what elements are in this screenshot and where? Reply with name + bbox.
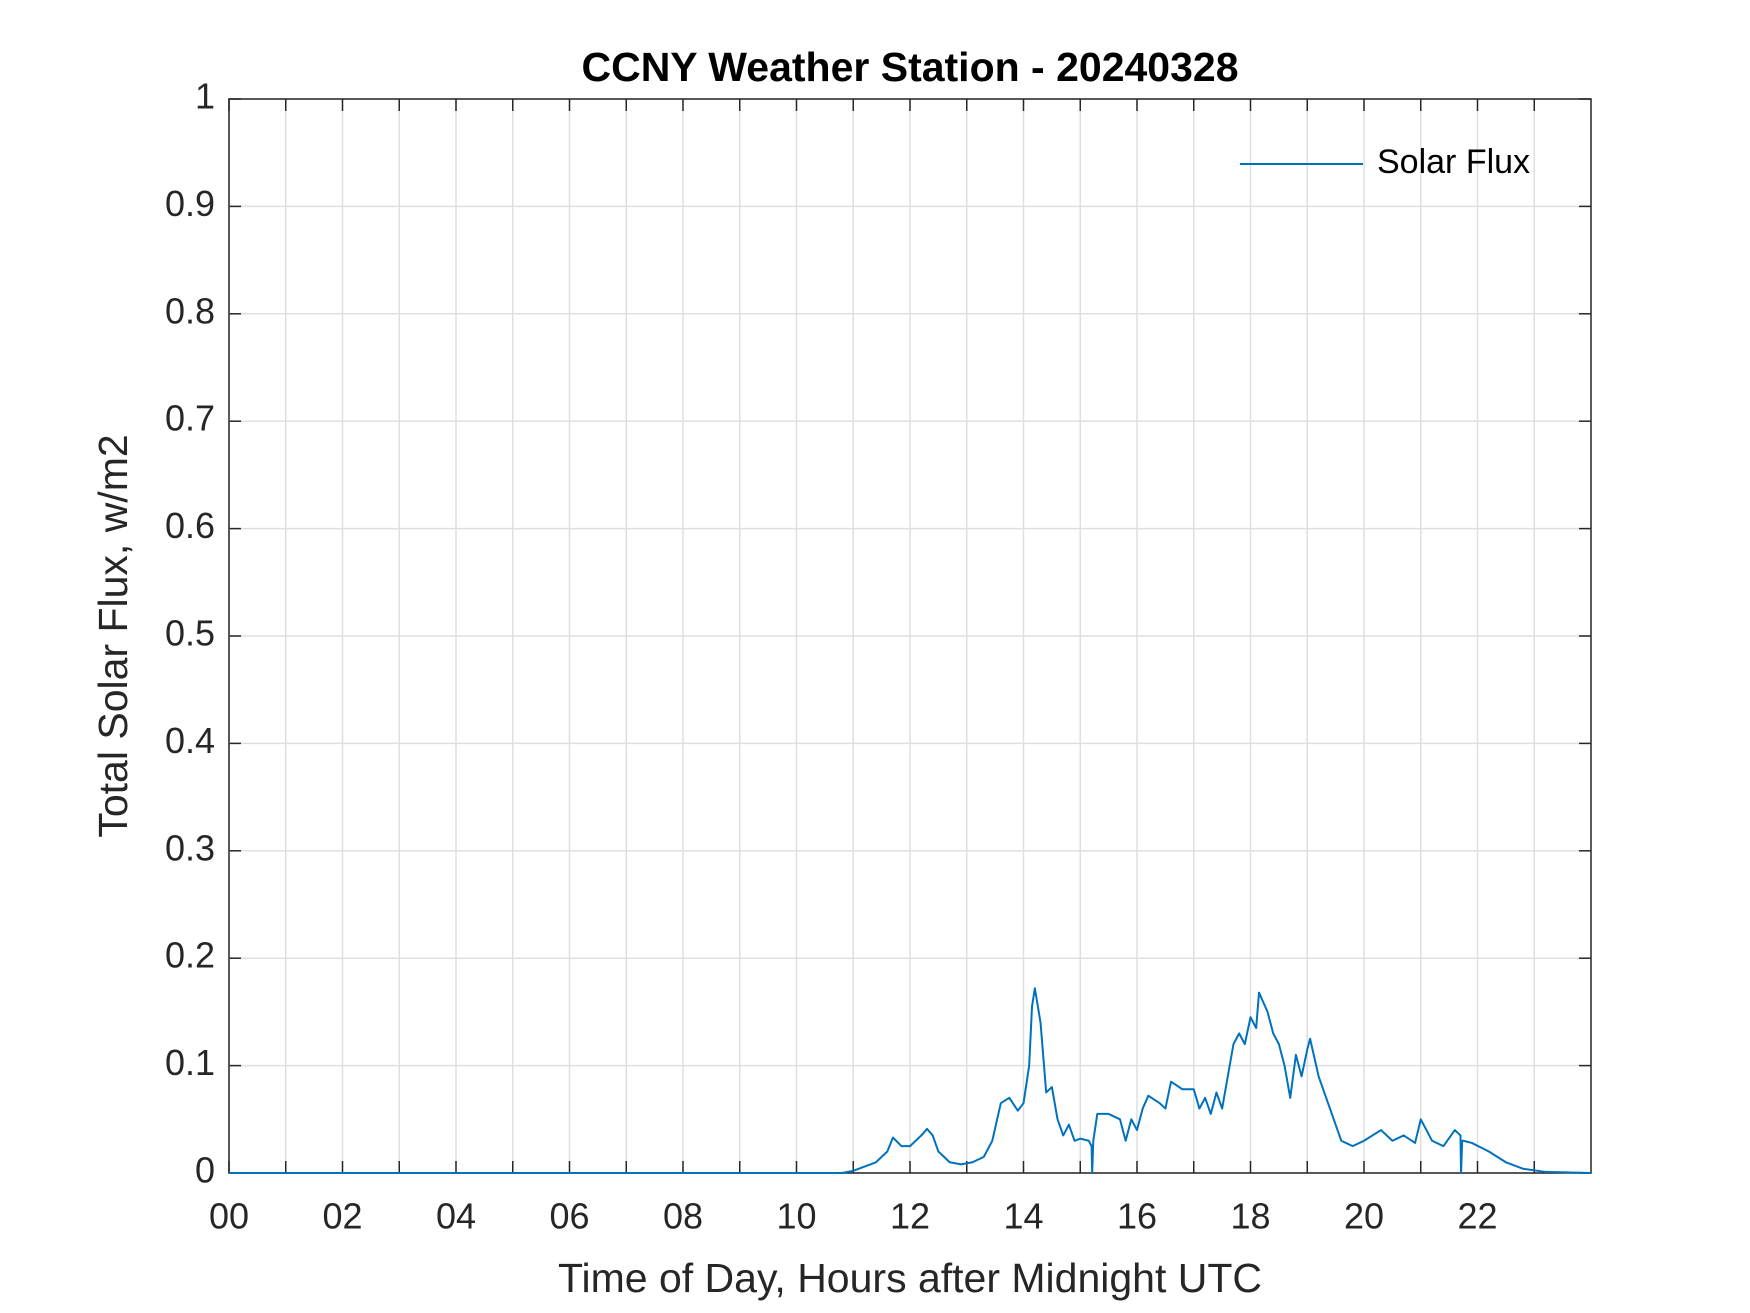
y-tick-label: 0.8 — [165, 290, 215, 331]
x-tick-label: 08 — [663, 1196, 703, 1237]
data-line — [229, 987, 1592, 1174]
x-tick-label: 12 — [890, 1196, 930, 1237]
x-tick-label: 18 — [1230, 1196, 1270, 1237]
y-tick-label: 0.5 — [165, 613, 215, 654]
y-tick-label: 1 — [195, 76, 215, 117]
chart-title: CCNY Weather Station - 20240328 — [581, 44, 1238, 90]
x-tick-label: 02 — [322, 1196, 362, 1237]
plot-frame — [228, 98, 1592, 1174]
x-tick-label: 16 — [1117, 1196, 1157, 1237]
x-tick-label: 22 — [1457, 1196, 1497, 1237]
x-tick-label: 04 — [436, 1196, 476, 1237]
legend-label: Solar Flux — [1377, 143, 1530, 181]
x-tick-label: 00 — [209, 1196, 249, 1237]
y-tick-label: 0.3 — [165, 827, 215, 868]
x-tick-label: 06 — [549, 1196, 589, 1237]
x-tick-label: 10 — [776, 1196, 816, 1237]
y-tick-label: 0 — [195, 1150, 215, 1191]
y-tick-label: 0.1 — [165, 1042, 215, 1083]
y-tick-label: 0.6 — [165, 505, 215, 546]
y-axis-label: Total Solar Flux, w/m2 — [90, 434, 136, 837]
x-tick-label: 14 — [1003, 1196, 1043, 1237]
y-tick-label: 0.7 — [165, 398, 215, 439]
x-tick-label: 20 — [1344, 1196, 1384, 1237]
y-tick-label: 0.2 — [165, 935, 215, 976]
y-tick-label: 0.9 — [165, 183, 215, 224]
x-axis-label: Time of Day, Hours after Midnight UTC — [558, 1255, 1262, 1301]
y-tick-label: 0.4 — [165, 720, 215, 761]
